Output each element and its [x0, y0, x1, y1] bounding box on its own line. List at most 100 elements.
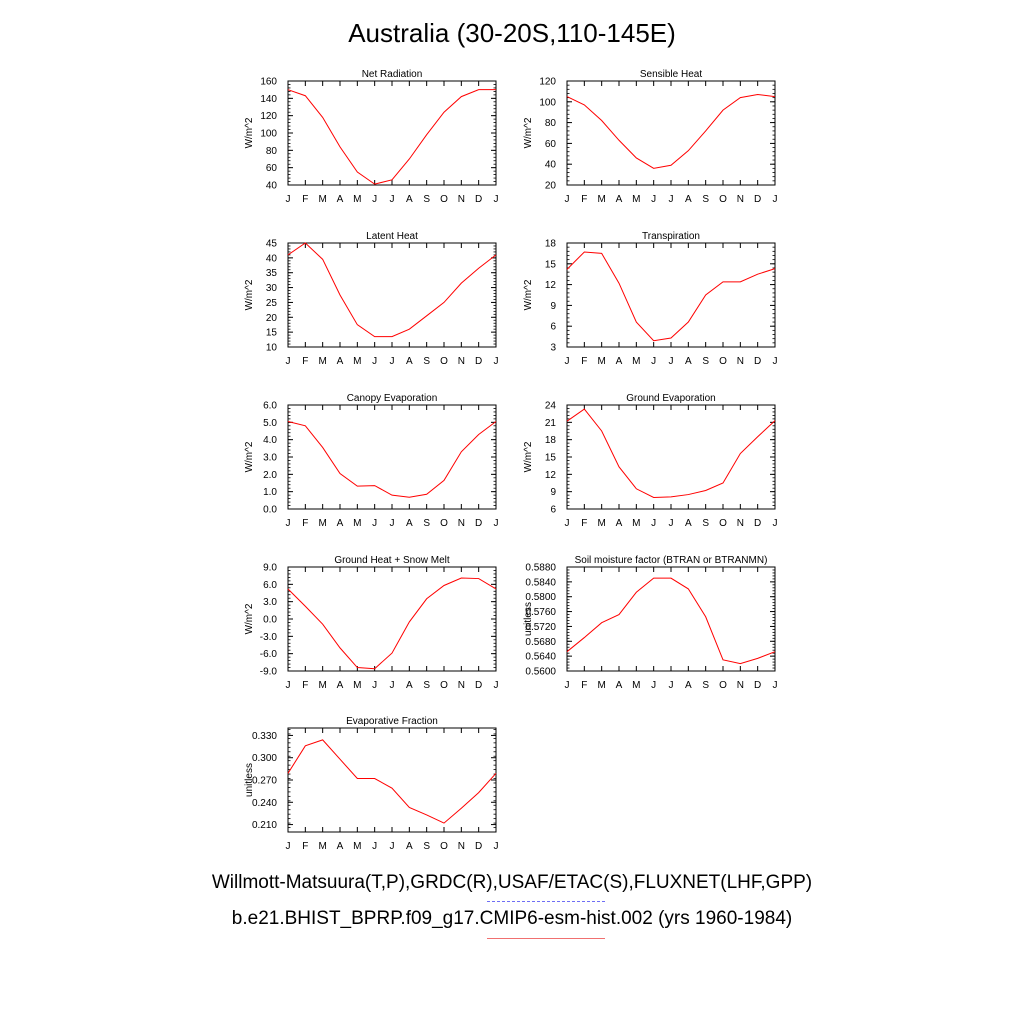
chart-title: Sensible Heat [640, 69, 702, 80]
y-axis-label: unitless [523, 602, 534, 636]
x-tick-label: A [685, 356, 692, 367]
x-tick-label: J [651, 518, 656, 529]
chart-panel: Soil moisture factor (BTRAN or BTRANMN) u… [523, 555, 778, 691]
y-tick-label: 6 [550, 505, 556, 516]
x-tick-label: S [702, 518, 709, 529]
y-tick-label: 45 [266, 239, 278, 250]
chart-title: Latent Heat [366, 231, 418, 242]
x-tick-label: J [372, 680, 377, 691]
x-tick-label: A [337, 680, 344, 691]
x-tick-label: A [406, 194, 413, 205]
y-tick-label: 3 [550, 343, 556, 354]
x-tick-label: J [390, 356, 395, 367]
x-tick-label: J [286, 841, 291, 852]
x-tick-label: O [719, 518, 727, 529]
series-line [566, 577, 776, 665]
y-tick-label: 0.270 [252, 776, 277, 787]
x-tick-label: O [440, 680, 448, 691]
y-tick-label: 2.0 [263, 470, 277, 481]
chart-panel: Evaporative Fraction unitless 0.210 0.240 0.… [244, 716, 499, 852]
y-tick-label: 120 [260, 111, 277, 122]
x-tick-label: F [302, 680, 308, 691]
x-tick-label: N [737, 194, 744, 205]
x-tick-label: A [616, 194, 623, 205]
y-tick-label: 35 [266, 268, 278, 279]
y-tick-label: 6.0 [263, 580, 277, 591]
y-tick-label: 0.330 [252, 731, 277, 742]
y-axis-label: W/m^2 [523, 279, 534, 310]
x-tick-label: N [737, 518, 744, 529]
chart-title: Ground Heat + Snow Melt [334, 555, 450, 566]
y-tick-label: 6 [550, 322, 556, 333]
x-tick-label: M [632, 518, 640, 529]
x-tick-label: O [719, 194, 727, 205]
y-tick-label: 12 [545, 470, 557, 481]
x-tick-label: F [581, 194, 587, 205]
series-line [287, 739, 497, 824]
x-tick-label: S [702, 356, 709, 367]
y-tick-label: 140 [260, 94, 277, 105]
y-axis-label: W/m^2 [523, 441, 534, 472]
y-axis-label: W/m^2 [523, 117, 534, 148]
x-tick-label: J [286, 680, 291, 691]
x-tick-label: J [286, 356, 291, 367]
y-tick-label: 15 [545, 453, 557, 464]
x-tick-label: M [318, 680, 326, 691]
x-tick-label: J [372, 518, 377, 529]
plot-frame [287, 242, 497, 348]
chart-title: Transpiration [642, 231, 700, 242]
y-tick-label: 0.0 [263, 505, 277, 516]
y-tick-label: 9 [550, 487, 556, 498]
x-tick-label: J [494, 841, 499, 852]
series-line [287, 242, 497, 338]
x-tick-label: J [669, 680, 674, 691]
y-tick-label: 25 [266, 298, 278, 309]
x-tick-label: M [353, 356, 361, 367]
x-tick-label: J [372, 841, 377, 852]
y-axis-label: W/m^2 [244, 279, 255, 310]
plot-frame [566, 404, 776, 510]
x-tick-label: F [302, 518, 308, 529]
series-line [287, 89, 496, 185]
x-tick-label: A [406, 518, 413, 529]
x-tick-label: J [372, 356, 377, 367]
y-axis-label: W/m^2 [244, 603, 255, 634]
x-tick-label: J [390, 680, 395, 691]
x-tick-label: J [286, 518, 291, 529]
y-tick-label: 15 [266, 328, 278, 339]
series-line [566, 408, 776, 498]
x-tick-label: J [390, 518, 395, 529]
legend-model-swatch [487, 938, 605, 939]
x-tick-label: D [475, 194, 482, 205]
y-tick-label: 18 [545, 435, 557, 446]
x-tick-label: D [475, 356, 482, 367]
x-tick-label: D [754, 194, 761, 205]
x-tick-label: A [616, 356, 623, 367]
x-tick-label: F [302, 356, 308, 367]
y-tick-label: 0.5680 [525, 637, 556, 648]
x-tick-label: A [337, 841, 344, 852]
page-title: Australia (30-20S,110-145E) [348, 18, 676, 48]
x-tick-label: O [440, 356, 448, 367]
x-tick-label: M [318, 194, 326, 205]
plot-frame [287, 566, 497, 672]
x-tick-label: F [581, 518, 587, 529]
y-tick-label: 100 [539, 97, 556, 108]
y-axis-label: W/m^2 [244, 441, 255, 472]
plot-frame [287, 727, 497, 833]
x-tick-label: M [597, 194, 605, 205]
chart-title: Evaporative Fraction [346, 716, 438, 727]
x-tick-label: J [565, 194, 570, 205]
x-tick-label: D [754, 680, 761, 691]
y-tick-label: 40 [266, 181, 278, 192]
x-tick-label: J [773, 518, 778, 529]
y-tick-label: 60 [266, 163, 278, 174]
x-tick-label: N [737, 680, 744, 691]
x-tick-label: M [353, 518, 361, 529]
y-tick-label: 15 [545, 259, 557, 270]
x-tick-label: O [440, 841, 448, 852]
x-tick-label: J [773, 680, 778, 691]
x-tick-label: M [597, 680, 605, 691]
